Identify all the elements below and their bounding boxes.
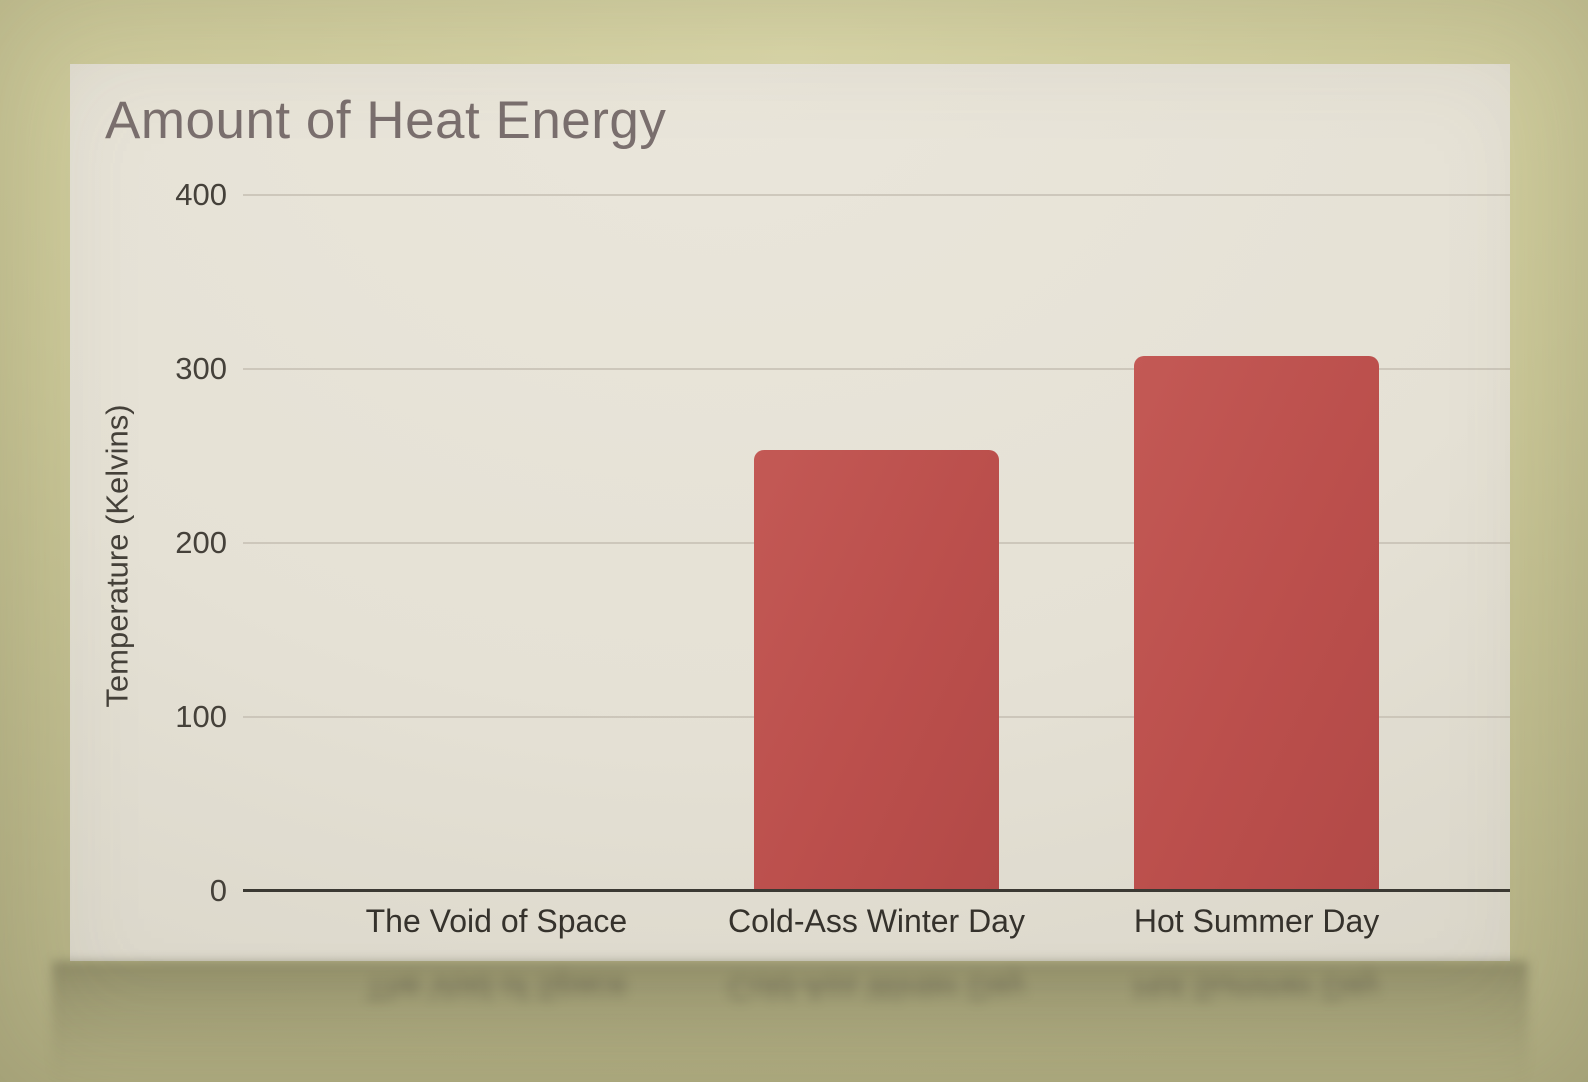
y-tick-label-400: 400 (175, 177, 227, 212)
bar-cold-ass-winter-day (754, 449, 999, 890)
x-label-hot-summer-day: Hot Summer Day (1133, 903, 1380, 939)
slide: Amount of Heat Energy Temperature (Kelvi… (70, 64, 1510, 961)
gridline-300 (243, 368, 1510, 370)
plot-area (243, 194, 1510, 892)
x-label-cold-ass-winter-day: Cold-Ass Winter Day (728, 903, 1025, 939)
y-tick-label-300: 300 (175, 351, 227, 386)
x-axis-line (243, 889, 1510, 892)
reflection-label-the-void-of-space: The Void of Space (365, 970, 628, 1006)
y-tick-label-100: 100 (175, 699, 227, 734)
slide-shadow (52, 961, 1528, 1082)
bar-hot-summer-day (1134, 355, 1380, 890)
reflection-label-cold-ass-winter-day: Cold-Ass Winter Day (728, 970, 1025, 1006)
chart-title: Amount of Heat Energy (105, 91, 667, 150)
reflection-label-hot-summer-day: Hot Summer Day (1133, 970, 1380, 1006)
x-label-the-void-of-space: The Void of Space (365, 903, 628, 939)
y-tick-label-200: 200 (175, 525, 227, 560)
slide-reflection: The Void of Space Cold-Ass Winter Day Hot … (70, 961, 1510, 1031)
y-tick-label-0: 0 (209, 873, 227, 908)
gridline-400 (243, 194, 1510, 196)
